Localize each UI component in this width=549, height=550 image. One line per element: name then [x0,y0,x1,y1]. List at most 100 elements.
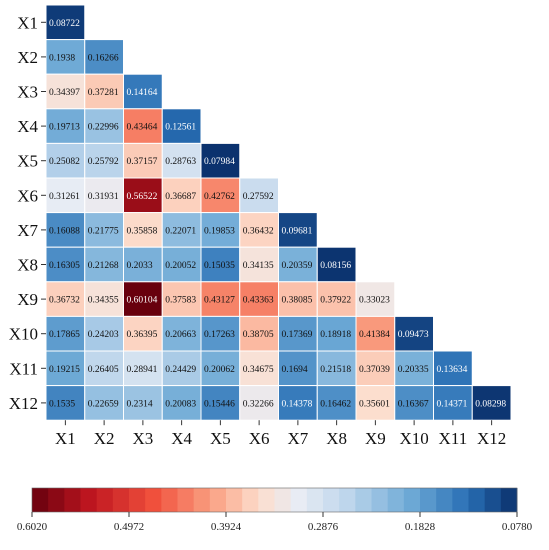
cell-value-label: 0.34397 [49,88,80,98]
cell-value-label: 0.35858 [127,226,158,236]
cell-value-label: 0.27592 [243,192,274,202]
heatmap-cell-X5-X2 [84,142,124,179]
colorbar-segment [323,488,340,512]
heatmap-cell-X12-X6 [239,385,279,421]
cell-value-label: 0.38705 [243,330,274,340]
cell-value-label: 0.43464 [127,123,158,133]
row-label-X7: X7 [17,221,38,240]
heatmap-cell-X11-X11 [433,350,473,387]
heatmap-cell-X6-X4 [161,177,202,214]
column-label-X7: X7 [287,429,308,448]
cell-value-label: 0.32266 [243,399,274,409]
colorbar-segment [290,488,308,512]
heatmap-cell-X12-X2 [84,385,124,421]
cell-value-label: 0.24429 [165,365,196,375]
column-label-X6: X6 [249,429,270,448]
cell-value-label: 0.08298 [475,399,506,409]
colorbar-segment [468,488,486,512]
cell-value-label: 0.28763 [165,157,196,167]
cell-value-label: 0.16462 [320,399,351,409]
cell-value-label: 0.28941 [127,365,158,375]
row-label-X1: X1 [17,13,38,32]
colorbar-segment [129,488,146,512]
heatmap-cell-X7-X6 [239,212,279,248]
column-label-X12: X12 [477,429,506,448]
colorbar-tick-label: 0.4972 [114,521,144,533]
heatmap-cell-X9-X6 [239,281,279,317]
colorbar-tick-label: 0.2876 [308,521,339,533]
heatmap-cell-X10-X1 [45,315,86,352]
cell-value-label: 0.22659 [88,399,119,409]
column-label-X8: X8 [326,429,347,448]
heatmap-cell-X12-X9 [355,385,396,421]
cell-value-label: 0.15446 [204,399,235,409]
colorbar-tick-label: 0.1828 [405,521,436,533]
colorbar [31,487,518,513]
cell-value-label: 0.37281 [88,88,119,98]
heatmap-cell-X6-X2 [84,177,124,214]
cell-value-label: 0.34675 [243,365,274,375]
colorbar-segment [48,488,65,512]
heatmap-cell-X6-X6 [239,177,279,214]
cell-value-label: 0.36432 [243,226,274,236]
colorbar-segment [177,488,195,512]
cell-value-label: 0.37922 [320,296,351,306]
colorbar-segment [209,488,227,512]
cell-value-label: 0.17369 [282,330,313,340]
colorbar-segment [145,488,162,512]
cell-value-label: 0.21518 [320,365,351,375]
row-label-X3: X3 [17,83,38,102]
colorbar-tick-label: 0.6020 [17,521,48,533]
heatmap-cell-X10-X2 [84,315,124,352]
colorbar-segment [436,488,453,512]
cell-value-label: 0.34355 [88,296,119,306]
heatmap-cell-X10-X4 [161,315,202,352]
cell-value-label: 0.21775 [88,226,119,236]
cell-value-label: 0.37583 [165,296,196,306]
heatmap-cell-X7-X1 [45,212,86,248]
cell-value-label: 0.2314 [127,399,153,409]
colorbar-segment [96,488,114,512]
cell-value-label: 0.15035 [204,261,235,271]
cell-value-label: 0.1535 [49,399,75,409]
cell-value-label: 0.19215 [49,365,80,375]
heatmap-cell-X12-X11 [433,385,473,421]
row-label-X8: X8 [17,256,38,275]
colorbar-segment [355,488,372,512]
cell-value-label: 0.31261 [49,192,80,202]
heatmap-cell-X12-X4 [161,385,202,421]
cell-value-label: 0.08722 [49,19,80,29]
heatmap-cell-X11-X9 [355,350,396,387]
cell-value-label: 0.20052 [165,261,196,271]
cell-value-label: 0.42762 [204,192,235,202]
cell-value-label: 0.37157 [127,157,158,167]
cell-value-label: 0.35601 [359,399,390,409]
heatmap-cell-X12-X3 [123,385,163,421]
heatmap-cell-X3-X3 [123,73,163,110]
column-label-X4: X4 [171,429,192,448]
row-label-X9: X9 [17,290,38,309]
colorbar-segment [484,488,502,512]
heatmap-cell-X10-X6 [239,315,279,352]
heatmap-cell-X5-X4 [161,142,202,179]
cell-value-label: 0.20062 [204,365,235,375]
cell-value-label: 0.14164 [127,88,158,98]
heatmap-cell-X2-X1 [45,39,86,75]
cell-value-label: 0.31931 [88,192,119,202]
cell-value-label: 0.14378 [282,399,313,409]
colorbar-segment [371,488,389,512]
heatmap-cell-X4-X2 [84,108,124,144]
cell-value-label: 0.22071 [165,226,196,236]
colorbar-segment [500,488,518,512]
column-label-X9: X9 [365,429,386,448]
cell-value-label: 0.20335 [398,365,429,375]
cell-value-label: 0.20359 [282,261,313,271]
cell-value-label: 0.43127 [204,296,235,306]
cell-value-label: 0.17865 [49,330,80,340]
heatmap-cell-X8-X8 [316,246,357,283]
colorbar-segment [226,488,243,512]
cell-value-label: 0.19713 [49,123,80,133]
colorbar-segment [64,488,81,512]
colorbar-segment [242,488,259,512]
